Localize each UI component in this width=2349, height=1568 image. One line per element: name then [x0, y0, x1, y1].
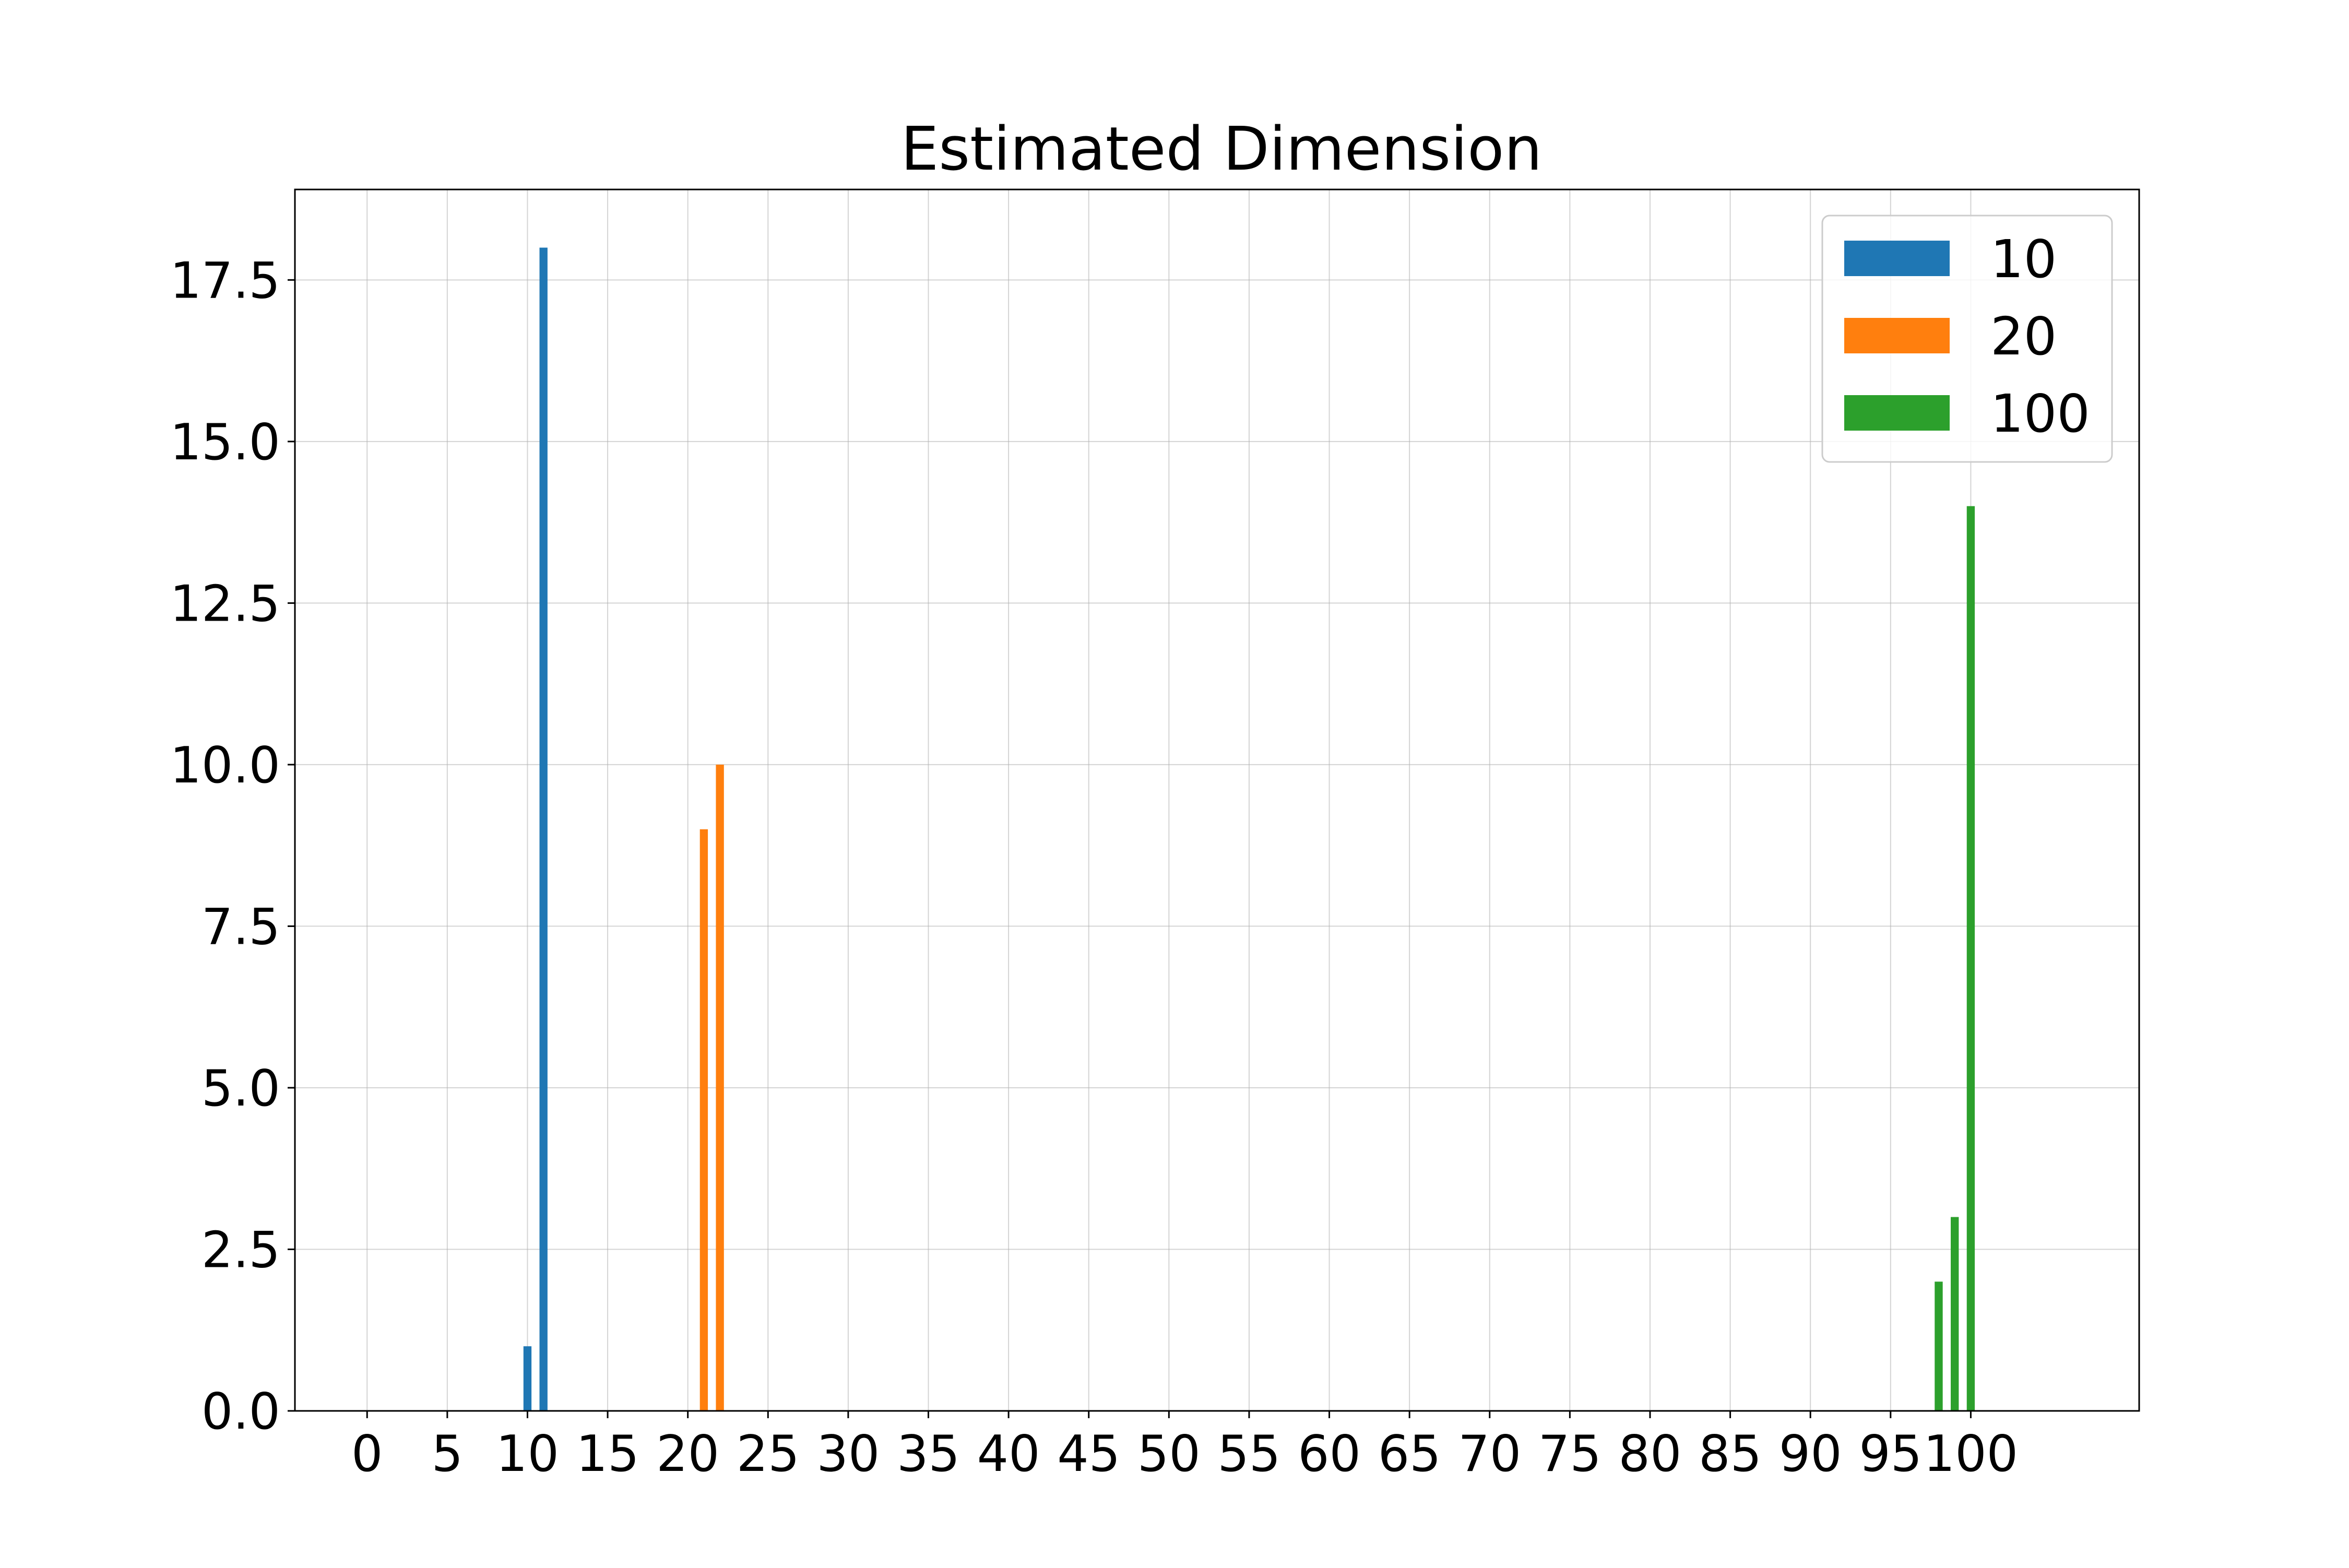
bar-series-100 [1966, 506, 1975, 1411]
plot-frame [294, 188, 2140, 1412]
x-tick-label: 55 [1217, 1426, 1280, 1483]
x-tick-label: 60 [1298, 1426, 1361, 1483]
chart-title: Estimated Dimension [901, 114, 1543, 184]
bar-series-100 [1951, 1217, 1959, 1411]
x-tick-label: 90 [1779, 1426, 1842, 1483]
legend-label-10: 10 [1990, 229, 2057, 290]
x-tick-label: 0 [351, 1426, 383, 1483]
y-tick-label: 7.5 [201, 898, 280, 956]
y-tick-label: 2.5 [201, 1221, 280, 1279]
legend-label-20: 20 [1990, 306, 2057, 367]
x-tick-label: 30 [816, 1426, 880, 1483]
legend-swatch-100 [1844, 395, 1950, 431]
x-tick-label: 5 [432, 1426, 463, 1483]
bar-series-20 [716, 764, 724, 1411]
x-axis: 0 5 10 15 20 25 30 35 40 45 50 55 60 65 70 75 80 85 90 95 10… [351, 1411, 2018, 1483]
y-axis: 0.0 2.5 5.0 7.5 10.0 12.5 15.0 17.5 [170, 252, 295, 1441]
bar-series-100 [1935, 1281, 1943, 1411]
x-tick-label: 45 [1057, 1426, 1120, 1483]
x-tick-label: 25 [737, 1426, 800, 1483]
y-tick-label: 12.5 [170, 575, 280, 633]
x-tick-label: 40 [977, 1426, 1040, 1483]
bar-series-20 [699, 829, 708, 1411]
x-tick-label: 15 [576, 1426, 639, 1483]
x-tick-label: 50 [1137, 1426, 1201, 1483]
bar-series-10 [539, 247, 548, 1411]
x-tick-label: 100 [1924, 1426, 2018, 1483]
legend-swatch-20 [1844, 318, 1950, 353]
x-tick-label: 35 [897, 1426, 960, 1483]
bars [523, 247, 1975, 1411]
legend: 10 20 100 [1821, 215, 2113, 463]
x-tick-label: 10 [496, 1426, 559, 1483]
x-tick-label: 65 [1378, 1426, 1441, 1483]
y-tick-label: 15.0 [170, 414, 280, 471]
y-tick-label: 17.5 [170, 252, 280, 310]
y-tick-label: 0.0 [201, 1383, 280, 1441]
x-tick-label: 85 [1699, 1426, 1762, 1483]
y-tick-label: 10.0 [170, 737, 280, 794]
x-tick-label: 70 [1458, 1426, 1521, 1483]
x-tick-label: 20 [656, 1426, 719, 1483]
legend-label-100: 100 [1990, 383, 2090, 444]
x-tick-label: 80 [1619, 1426, 1682, 1483]
x-tick-label: 95 [1859, 1426, 1922, 1483]
x-tick-label: 75 [1538, 1426, 1601, 1483]
bar-series-10 [523, 1346, 532, 1411]
y-tick-label: 5.0 [201, 1060, 280, 1118]
legend-swatch-10 [1844, 241, 1950, 276]
